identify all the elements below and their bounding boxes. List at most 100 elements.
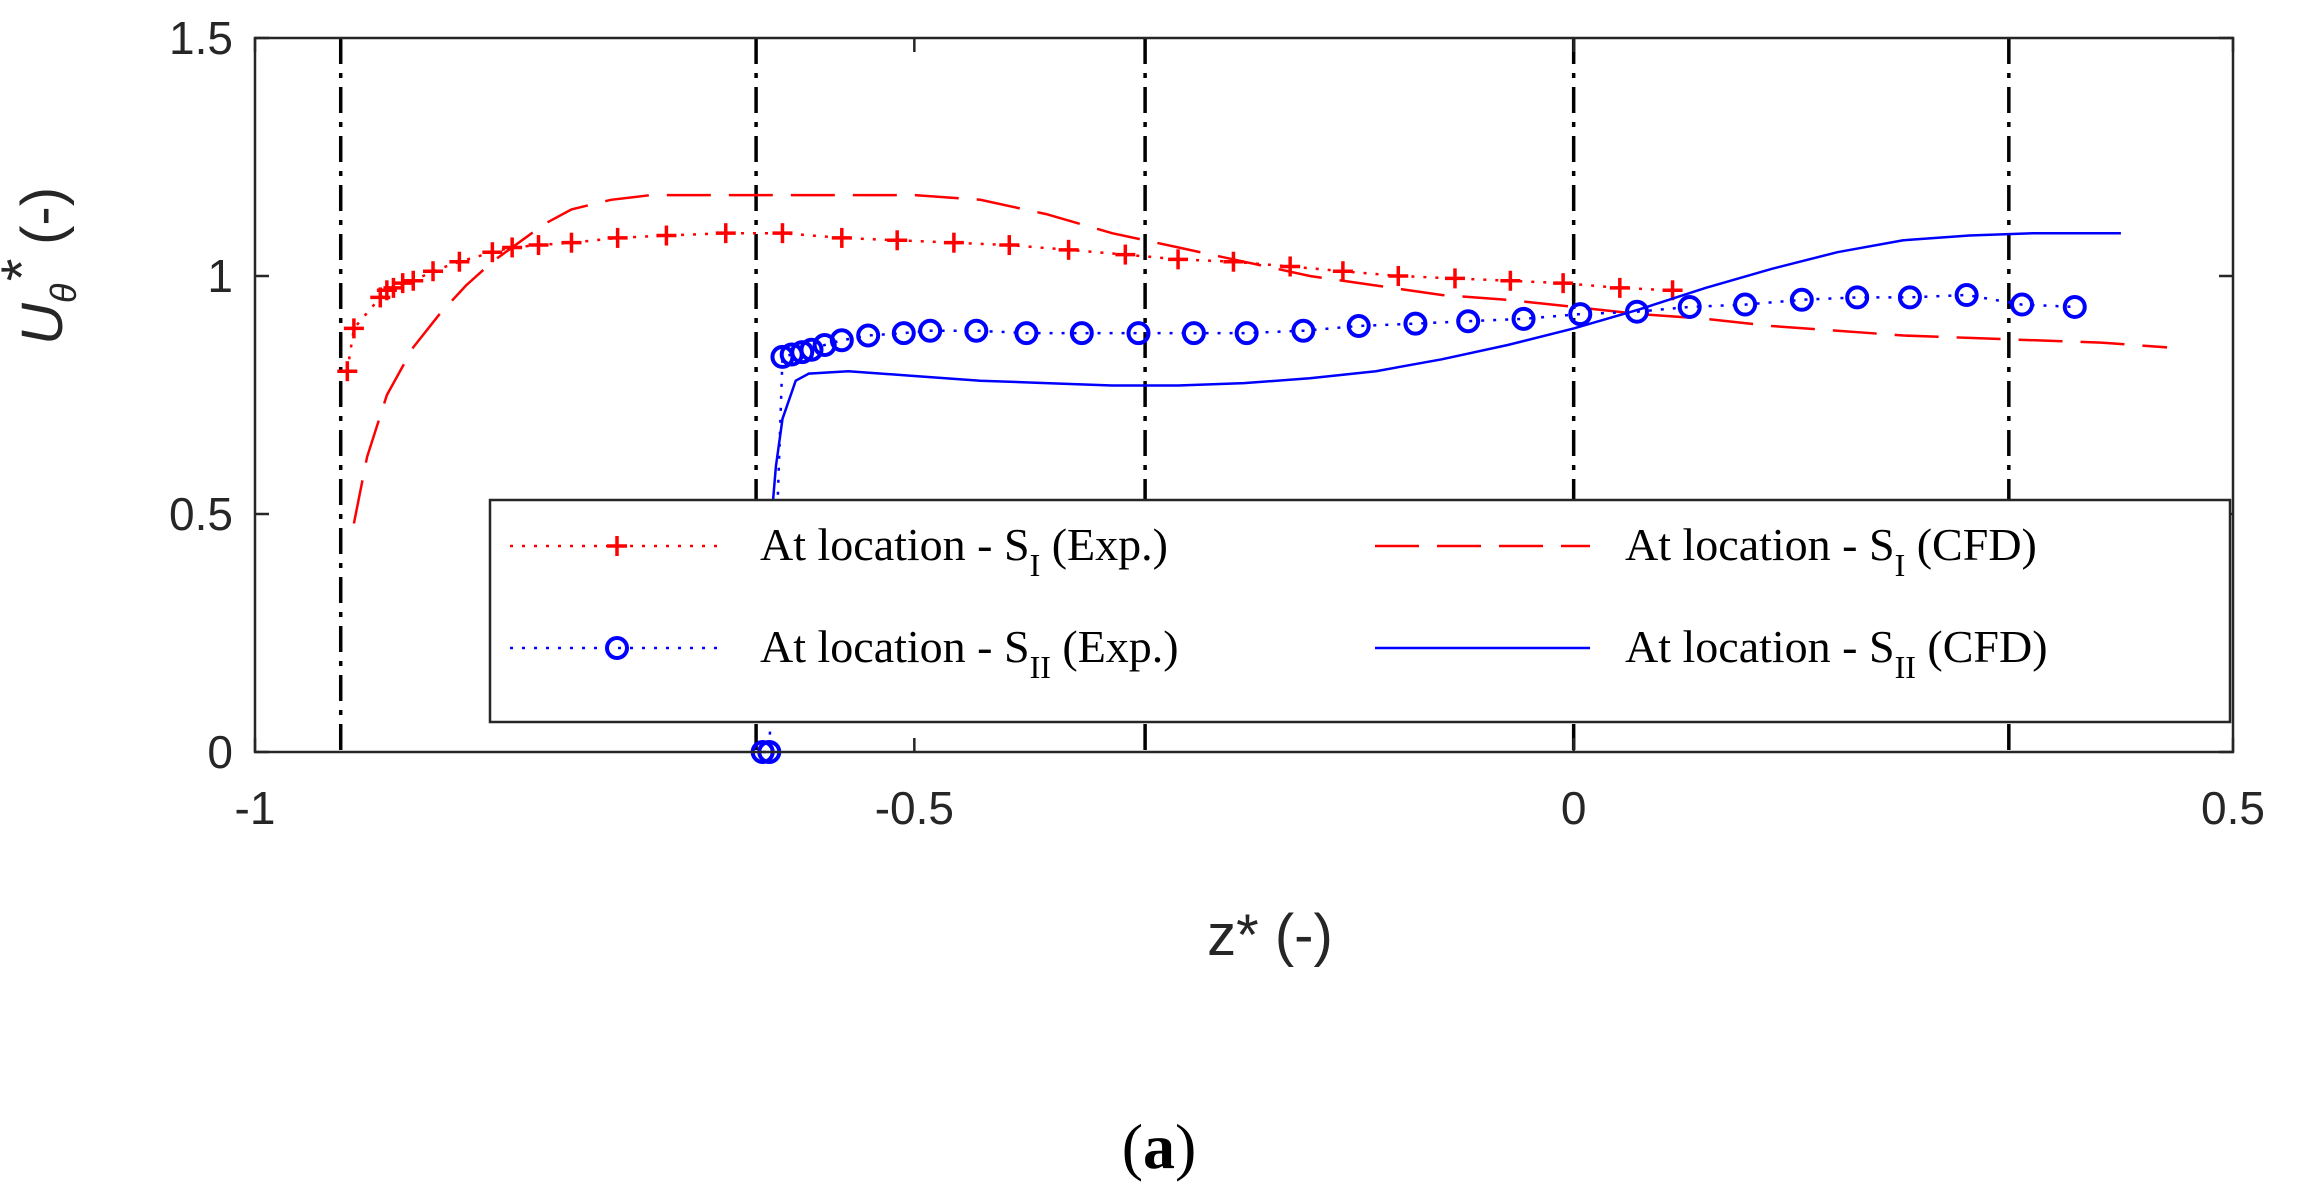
series-2 xyxy=(352,193,2168,524)
data-point xyxy=(1346,313,1371,338)
data-point xyxy=(1058,239,1079,260)
data-point xyxy=(772,223,793,244)
legend-label-sub: II xyxy=(1030,649,1051,685)
data-point xyxy=(2010,292,2035,317)
svg-text:Uθ* (-): Uθ* (-) xyxy=(0,187,84,345)
data-point xyxy=(943,232,964,253)
legend-label-suffix: (CFD) xyxy=(1916,621,2048,672)
data-point xyxy=(1280,256,1301,277)
caption-close: ) xyxy=(1175,1111,1196,1182)
data-point xyxy=(887,230,908,251)
data-point xyxy=(1609,277,1630,298)
data-point xyxy=(1403,311,1428,336)
legend-item-2: At location - SI (CFD) xyxy=(1375,519,2037,583)
data-point xyxy=(799,337,824,362)
data-point xyxy=(1014,321,1039,346)
data-point xyxy=(1845,285,1870,310)
data-point xyxy=(1388,266,1409,286)
data-point xyxy=(1444,268,1465,289)
data-point xyxy=(383,277,404,298)
data-point xyxy=(607,227,628,248)
y-tick-label: 1.5 xyxy=(169,12,233,64)
plot-frame xyxy=(253,36,2235,754)
x-tick-label: 0.5 xyxy=(2201,782,2265,834)
legend-box xyxy=(488,498,2232,724)
series-layer xyxy=(337,193,2168,764)
data-point xyxy=(1126,321,1151,346)
data-point xyxy=(831,227,852,248)
data-point xyxy=(1234,321,1259,346)
data-point xyxy=(482,242,503,263)
x-tick-label: 0 xyxy=(1561,782,1587,834)
data-point xyxy=(2062,294,2087,319)
legend-label-sub: I xyxy=(1030,547,1041,583)
series-line xyxy=(770,231,2121,515)
data-point xyxy=(1181,321,1206,346)
x-axis-label: z* (-) xyxy=(1207,903,1333,968)
y-axis-label-sub: θ xyxy=(43,283,84,303)
data-point xyxy=(337,361,358,382)
data-point xyxy=(1954,283,1979,308)
y-axis-label-sup: * xyxy=(0,259,55,284)
legend-label: At location - SII (Exp.) xyxy=(760,621,1179,685)
x-tick-label: -0.5 xyxy=(875,782,954,834)
y-tick-label: 0 xyxy=(207,726,233,778)
caption-open: ( xyxy=(1122,1111,1143,1182)
legend-label-main: At location - S xyxy=(760,519,1030,570)
legend-label-main: At location - S xyxy=(760,621,1030,672)
legend-item-4: At location - SII (CFD) xyxy=(1375,621,2048,685)
legend-label: At location - SI (Exp.) xyxy=(760,519,1168,583)
series-1 xyxy=(337,223,1683,382)
legend-item-1: At location - SI (Exp.) xyxy=(510,519,1168,583)
legend-label-main: At location - S xyxy=(1625,519,1895,570)
series-4 xyxy=(770,231,2121,515)
caption-letter: a xyxy=(1143,1111,1175,1182)
data-point xyxy=(1332,261,1353,282)
data-point xyxy=(1662,280,1683,301)
data-point xyxy=(999,235,1020,256)
data-point xyxy=(605,636,629,660)
data-point xyxy=(403,270,424,291)
figure-caption: (a) xyxy=(1122,1111,1197,1182)
legend-item-3: At location - SII (Exp.) xyxy=(510,621,1179,685)
data-point xyxy=(1168,249,1189,270)
data-point xyxy=(423,261,444,282)
data-point xyxy=(528,235,549,256)
legend-label: At location - SII (CFD) xyxy=(1625,621,2048,685)
data-point xyxy=(1456,309,1481,334)
data-point xyxy=(856,323,881,348)
legend: At location - SI (Exp.) At location - SI … xyxy=(488,498,2232,724)
data-point xyxy=(1500,270,1521,291)
data-point xyxy=(1553,273,1574,294)
legend-label-suffix: (CFD) xyxy=(1905,519,2037,570)
data-point xyxy=(449,251,470,272)
data-point xyxy=(918,318,943,343)
y-axis-label: Uθ* (-) xyxy=(0,187,84,345)
legend-label-suffix: (Exp.) xyxy=(1040,519,1168,570)
legend-label-sub: I xyxy=(1895,547,1906,583)
data-point xyxy=(607,536,627,556)
data-point xyxy=(1069,321,1094,346)
legend-label-main: At location - S xyxy=(1625,621,1895,672)
data-point xyxy=(561,232,582,253)
data-point xyxy=(964,318,989,343)
data-point xyxy=(1568,302,1593,327)
legend-label-sub: II xyxy=(1895,649,1916,685)
data-point xyxy=(1733,292,1758,317)
axis-ticks: -1 -0.5 0 0.5 0 0.5 1 1.5 xyxy=(169,12,2265,834)
legend-label: At location - SI (CFD) xyxy=(1625,519,2037,583)
data-point xyxy=(392,273,413,294)
data-point xyxy=(1897,285,1922,310)
data-point xyxy=(829,328,854,353)
y-tick-label: 1 xyxy=(207,250,233,302)
data-point xyxy=(343,318,364,339)
data-point xyxy=(1291,318,1316,343)
data-point xyxy=(1677,294,1702,319)
y-tick-label: 0.5 xyxy=(169,488,233,540)
data-point xyxy=(1789,287,1814,312)
series-line xyxy=(352,193,2168,524)
x-tick-label: -1 xyxy=(235,782,276,834)
data-point xyxy=(715,223,736,244)
series-3 xyxy=(750,283,2087,764)
